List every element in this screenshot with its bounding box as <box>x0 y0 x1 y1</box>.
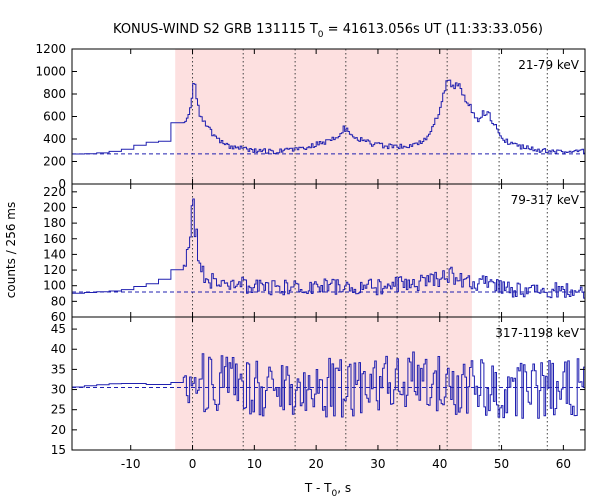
panel-frame <box>71 316 586 451</box>
y-tick-label: 800 <box>43 87 66 101</box>
y-tick-label: 180 <box>43 216 66 230</box>
y-tick-label: 160 <box>43 232 66 246</box>
light-curve-series <box>72 79 585 155</box>
y-tick-label: 15 <box>51 443 66 457</box>
energy-band-label: 21-79 keV <box>518 58 580 72</box>
light-curve-series <box>72 198 585 299</box>
x-tick-label: 20 <box>308 457 323 471</box>
y-tick-label: 30 <box>51 383 66 397</box>
shaded-interval <box>175 49 472 184</box>
y-tick-label: 60 <box>51 310 66 324</box>
y-tick-label: 25 <box>51 403 66 417</box>
panel-1: 0 200 400 600 800 1000 1200 21-79 keV <box>35 42 586 191</box>
x-tick-label: 30 <box>370 457 385 471</box>
chart-title: KONUS-WIND S2 GRB 131115 T0 = 41613.056s… <box>113 22 543 40</box>
x-tick-label: -10 <box>121 457 141 471</box>
y-tick-label: 140 <box>43 247 66 261</box>
panel-3: 15 20 25 30 35 40 45 317-1198 keV <box>51 316 586 457</box>
y-tick-label: 35 <box>51 362 66 376</box>
x-tick-label: 10 <box>247 457 262 471</box>
x-tick-label: 0 <box>189 457 197 471</box>
y-tick-label: 0 <box>58 177 66 191</box>
x-axis-label: T - T0, s <box>304 481 351 499</box>
x-tick-label: 50 <box>494 457 509 471</box>
y-tick-label: 200 <box>43 200 66 214</box>
light-curve-series <box>72 351 585 419</box>
x-tick-label: 40 <box>432 457 447 471</box>
y-tick-label: 45 <box>51 322 66 336</box>
energy-band-label: 317-1198 keV <box>495 326 579 340</box>
y-tick-label: 80 <box>51 294 66 308</box>
y-tick-label: 400 <box>43 132 66 146</box>
y-tick-label: 1000 <box>35 65 66 79</box>
y-tick-label: 1200 <box>35 42 66 56</box>
shaded-interval <box>175 184 472 317</box>
y-tick-label: 220 <box>43 185 66 199</box>
x-tick-label: 60 <box>556 457 571 471</box>
y-tick-label: 100 <box>43 279 66 293</box>
y-tick-label: 20 <box>51 423 66 437</box>
energy-band-label: 79-317 keV <box>511 193 580 207</box>
y-tick-label: 120 <box>43 263 66 277</box>
y-tick-label: 200 <box>43 155 66 169</box>
y-axis-label: counts / 256 ms <box>4 202 18 298</box>
y-tick-label: 40 <box>51 342 66 356</box>
y-tick-label: 600 <box>43 110 66 124</box>
